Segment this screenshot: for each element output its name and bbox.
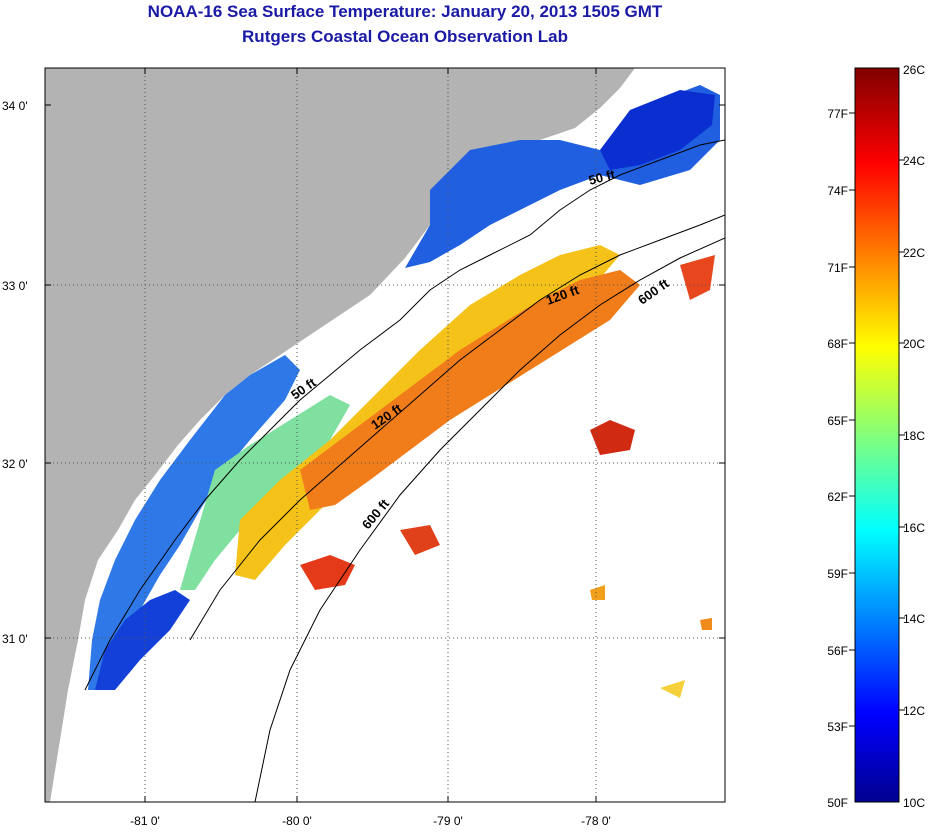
cbar-c-label: 12C [903,704,925,718]
cbar-c-label: 22C [903,246,925,260]
warm-patch-yellow-2 [590,585,605,600]
mid-shelf-region [180,395,350,590]
lon-label-79: -79 0' [433,814,463,828]
cbar-f-label: 59F [827,567,848,581]
cbar-c-label: 24C [903,154,925,168]
lon-label-78: -78 0' [581,814,611,828]
lat-label-32: 32 0' [2,457,28,471]
warm-patch-red-4 [680,255,715,300]
axis-ticks [45,68,725,802]
warm-band-orange [300,270,640,510]
cold-water-shelf [88,355,300,690]
graticule [45,68,725,802]
lat-label-34: 34 0' [2,99,28,113]
cbar-f-label: 56F [827,644,848,658]
land-mass [45,68,635,802]
cbar-f-label: 53F [827,720,848,734]
cold-water-deep [95,590,190,690]
contour-label-50ft-north: 50 ft [587,166,617,188]
lon-label-81: -81 0' [130,814,160,828]
cbar-f-label: 65F [827,414,848,428]
warm-patch-orange-2 [700,618,712,630]
lat-label-33: 33 0' [2,279,28,293]
cbar-f-label: 68F [827,337,848,351]
cbar-c-label: 20C [903,337,925,351]
lat-label-31: 31 0' [2,632,28,646]
cbar-f-label: 50F [827,796,848,810]
cbar-f-label: 62F [827,490,848,504]
cbar-f-label: 74F [827,184,848,198]
map-border [44,67,726,803]
colorbar-ticks [849,112,905,727]
warm-patch-red [300,555,355,590]
lon-label-80: -80 0' [282,814,312,828]
warm-patch-red-3 [590,420,635,455]
cbar-c-label: 14C [903,612,925,626]
colorbar-fahrenheit-labels: 77F 74F 71F 68F 65F 62F 59F 56F 53F 50F [827,107,848,810]
cbar-c-label: 10C [903,796,925,810]
cold-water-inner [600,90,715,170]
cbar-c-label: 16C [903,521,925,535]
cbar-f-label: 71F [827,261,848,275]
cbar-c-label: 26C [903,63,925,77]
colorbar-celsius-labels: 26C 24C 22C 20C 18C 16C 14C 12C 10C [903,63,925,810]
cbar-f-label: 77F [827,107,848,121]
warm-patch-red-2 [400,525,440,555]
isobath-600ft [254,237,725,802]
cbar-c-label: 18C [903,429,925,443]
isobath-50ft [84,139,725,691]
colorbar [854,67,900,803]
map-title: NOAA-16 Sea Surface Temperature: January… [147,2,663,21]
warm-patch-yellow-3 [660,680,685,698]
map-subtitle: Rutgers Coastal Ocean Observation Lab [242,27,568,46]
isobath-120ft [189,214,725,641]
